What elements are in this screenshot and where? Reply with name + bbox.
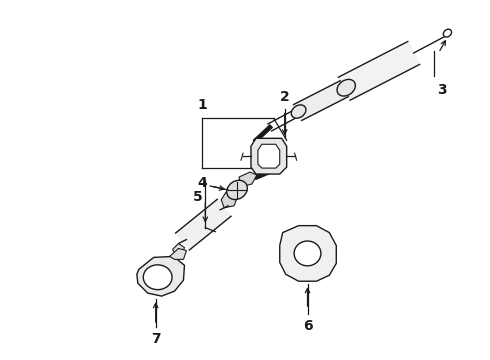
Text: 4: 4 bbox=[197, 176, 207, 190]
Polygon shape bbox=[251, 138, 287, 174]
Text: 6: 6 bbox=[303, 319, 312, 333]
Polygon shape bbox=[239, 172, 257, 187]
Polygon shape bbox=[338, 41, 419, 100]
Polygon shape bbox=[170, 248, 187, 260]
Ellipse shape bbox=[291, 105, 306, 118]
Ellipse shape bbox=[143, 265, 172, 290]
Polygon shape bbox=[294, 81, 348, 121]
Polygon shape bbox=[175, 199, 231, 250]
Polygon shape bbox=[280, 226, 336, 281]
Polygon shape bbox=[221, 192, 237, 208]
Text: 1: 1 bbox=[197, 98, 207, 112]
Text: 2: 2 bbox=[280, 90, 290, 104]
Ellipse shape bbox=[337, 79, 355, 96]
Text: 5: 5 bbox=[193, 190, 202, 204]
Ellipse shape bbox=[294, 241, 321, 266]
Text: 3: 3 bbox=[437, 83, 446, 97]
Polygon shape bbox=[258, 144, 280, 168]
Text: 7: 7 bbox=[151, 332, 161, 346]
Polygon shape bbox=[137, 256, 184, 296]
Ellipse shape bbox=[227, 180, 247, 199]
Polygon shape bbox=[172, 243, 184, 256]
Ellipse shape bbox=[443, 29, 451, 37]
